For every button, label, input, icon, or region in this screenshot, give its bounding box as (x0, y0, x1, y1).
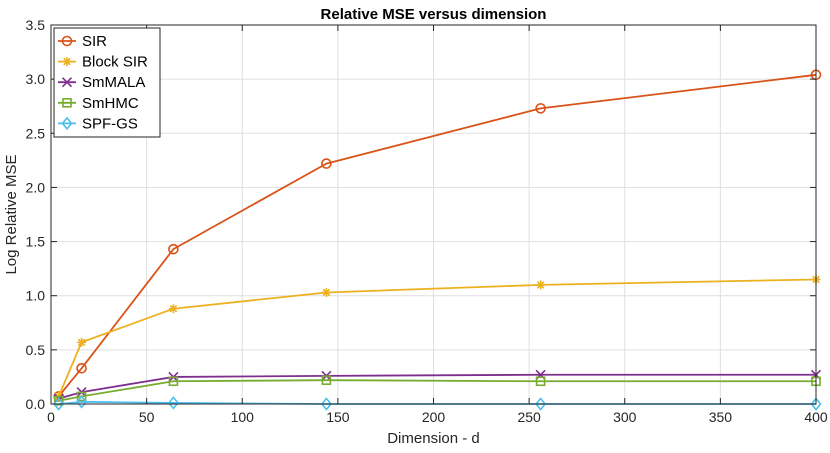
legend-entry: SIR (58, 33, 107, 50)
marker-shape (62, 57, 72, 67)
marker-shape (76, 395, 88, 409)
marker-shape (321, 375, 332, 385)
x-tick-label: 0 (47, 409, 55, 425)
marker-shape (167, 396, 179, 410)
series-lines (53, 69, 822, 411)
y-tick-label: 0.5 (26, 342, 46, 358)
legend-marker (61, 116, 73, 131)
data-point (320, 397, 332, 411)
y-tick-label: 2.0 (26, 179, 46, 195)
marker-shape (76, 362, 87, 374)
marker-shape (76, 391, 87, 402)
y-tick-label: 3.5 (26, 17, 46, 33)
legend-label: SmMALA (82, 74, 145, 91)
x-tick-label: 350 (709, 409, 733, 425)
y-tick-label: 1.0 (26, 288, 46, 304)
legend-label: SIR (82, 33, 107, 50)
marker-shape (53, 395, 64, 406)
marker-shape (535, 397, 547, 411)
marker-shape (320, 397, 332, 411)
data-point (536, 280, 546, 290)
marker-shape (321, 287, 331, 297)
y-tick-label: 1.5 (26, 234, 46, 250)
legend-marker (61, 77, 73, 88)
axis-ticks: 0 50 100 150 200 250 300 350 400 0.0 0.5 1.0 1.5 2.0 2… (26, 17, 828, 425)
x-tick-label: 50 (139, 409, 155, 425)
marker-shape (321, 158, 332, 169)
marker-shape (61, 35, 73, 47)
marker-shape (810, 397, 822, 411)
data-point (168, 304, 178, 314)
data-point (76, 391, 87, 402)
x-tick-label: 300 (613, 409, 637, 425)
data-point (76, 395, 88, 409)
y-tick-label: 0.0 (26, 396, 46, 412)
marker-shape (535, 103, 546, 114)
x-tick-label: 400 (804, 409, 828, 425)
data-point (535, 376, 546, 387)
x-tick-label: 100 (231, 409, 255, 425)
data-point (76, 362, 87, 374)
y-axis-label: Log Relative MSE (3, 154, 20, 274)
x-tick-label: 200 (422, 409, 446, 425)
legend-entry: Block SIR (58, 54, 148, 71)
marker-shape (61, 77, 73, 88)
marker-shape (168, 376, 179, 387)
data-point (321, 287, 331, 297)
legend-label: Block SIR (82, 54, 148, 71)
marker-shape (53, 397, 65, 411)
chart-title: Relative MSE versus dimension (321, 6, 547, 23)
marker-shape (77, 337, 87, 347)
data-point (77, 337, 87, 347)
data-point (535, 103, 546, 114)
marker-shape (536, 280, 546, 290)
series-line (57, 73, 817, 397)
y-tick-label: 2.5 (26, 125, 46, 141)
series-line (57, 278, 817, 397)
data-point (53, 395, 64, 406)
legend-entry: SmHMC (58, 95, 139, 112)
data-point (167, 396, 179, 410)
marker-shape (62, 98, 72, 108)
legend-label: SmHMC (82, 95, 139, 112)
data-point (321, 375, 332, 385)
data-point (168, 243, 179, 255)
x-axis-label: Dimension - d (387, 430, 480, 447)
data-point (535, 397, 547, 411)
marker-shape (168, 304, 178, 314)
x-tick-label: 150 (326, 409, 350, 425)
legend-marker (62, 98, 72, 108)
legend-entry: SPF-GS (58, 115, 138, 132)
data-point (168, 376, 179, 387)
marker-shape (535, 376, 546, 387)
x-tick-label: 250 (517, 409, 541, 425)
y-tick-label: 3.0 (26, 71, 46, 87)
marker-shape (61, 116, 73, 131)
legend: SIR Block SIR SmMALA SmHMC SPF-GS (53, 27, 161, 138)
legend-marker (62, 57, 72, 67)
data-point (53, 397, 65, 411)
data-point (810, 397, 822, 411)
legend-marker (61, 35, 73, 47)
legend-entry: SmMALA (58, 74, 145, 91)
data-point (321, 158, 332, 169)
legend-label: SPF-GS (82, 115, 138, 132)
marker-shape (168, 243, 179, 255)
